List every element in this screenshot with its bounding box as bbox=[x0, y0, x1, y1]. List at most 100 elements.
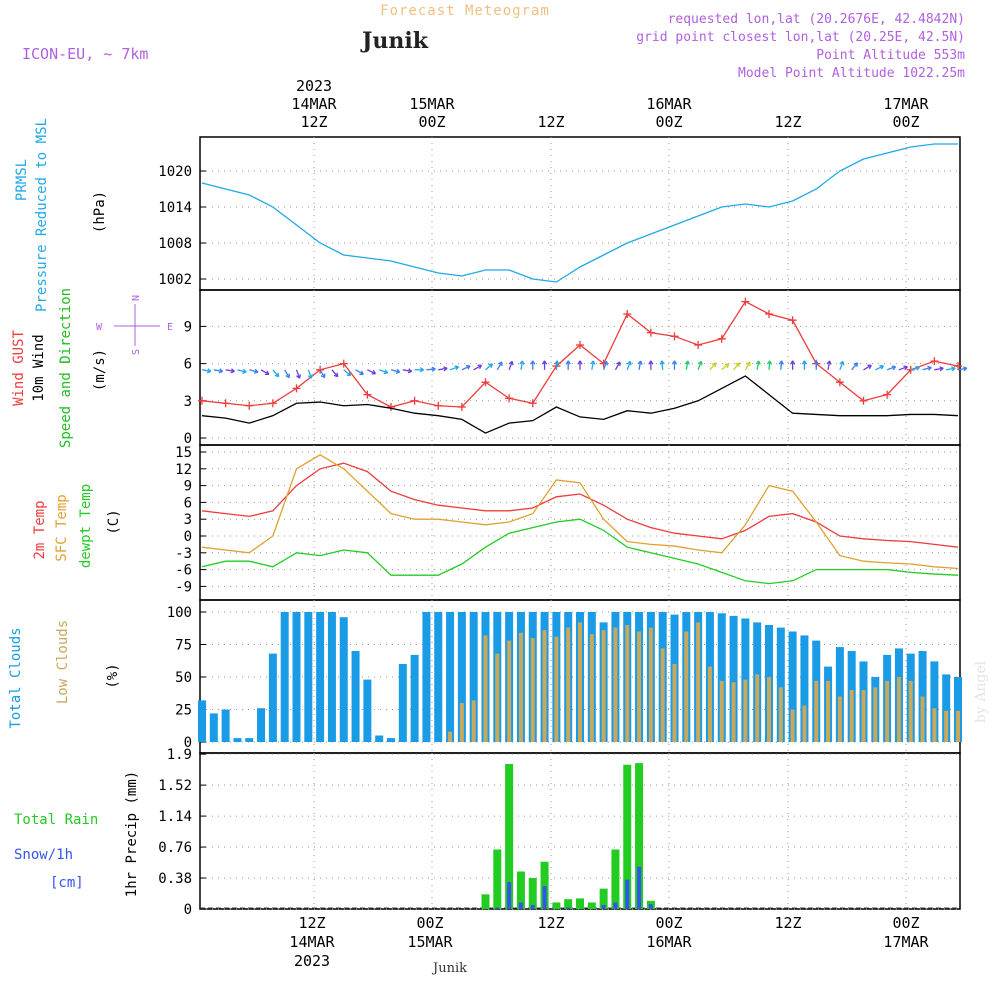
panel-precip: 0 0.38 0.76 1.14 1.52 1.9 bbox=[158, 747, 961, 918]
pressure-title: Pressure Reduced to MSL bbox=[34, 118, 50, 312]
low-clouds-bar bbox=[625, 625, 630, 742]
wind-arrow-head bbox=[383, 369, 389, 375]
grid-point-coords: grid point closest lon,lat (20.25E, 42.5… bbox=[636, 30, 965, 45]
top-axis-time: 12Z bbox=[774, 113, 801, 131]
top-time-axis: 2023 14MAR 12Z 15MAR 00Z 12Z 16MAR 00Z 1… bbox=[291, 77, 929, 131]
y-tick-label: 0 bbox=[184, 735, 192, 751]
total-clouds-bar bbox=[954, 677, 962, 742]
total-rain-label: Total Rain bbox=[14, 812, 98, 828]
wind-direction-arrow bbox=[898, 366, 908, 371]
wind-direction-arrow bbox=[473, 364, 482, 371]
total-clouds-bar bbox=[233, 738, 242, 742]
low-clouds-bar bbox=[719, 680, 724, 742]
compass-west: W bbox=[96, 322, 103, 333]
wind-arrow-head bbox=[530, 360, 536, 365]
low-clouds-bar bbox=[448, 731, 453, 742]
total-clouds-label: Total Clouds bbox=[8, 627, 24, 728]
snow-bar bbox=[566, 907, 571, 909]
wind-arrow-head bbox=[684, 360, 690, 365]
wind-arrow-head bbox=[616, 361, 621, 367]
low-clouds-bar bbox=[896, 677, 901, 742]
total-clouds-bar bbox=[363, 679, 372, 742]
total-clouds-bar bbox=[446, 612, 455, 742]
wind-direction-arrow bbox=[661, 360, 664, 370]
panel-pressure: 1002 1008 1014 1020 bbox=[158, 136, 961, 291]
total-clouds-bar bbox=[930, 661, 939, 742]
low-clouds-bar bbox=[518, 632, 523, 742]
rain-bar bbox=[540, 861, 549, 909]
low-clouds-bar bbox=[743, 679, 748, 742]
wind-direction-arrow bbox=[756, 360, 760, 370]
wind-direction-arrow bbox=[839, 361, 844, 371]
rain-bar bbox=[623, 764, 632, 909]
total-clouds-bar bbox=[422, 612, 431, 742]
wind-direction-arrow bbox=[520, 360, 524, 370]
wind-direction-arrow bbox=[910, 366, 920, 371]
wind-arrow-head bbox=[637, 360, 643, 365]
total-clouds-bar bbox=[257, 708, 266, 742]
low-clouds-bar bbox=[660, 648, 665, 742]
rain-bar bbox=[481, 894, 490, 909]
gust-marker bbox=[883, 390, 892, 399]
total-clouds-bar bbox=[316, 612, 325, 742]
wind-arrow-head bbox=[697, 360, 703, 366]
total-clouds-bar bbox=[776, 627, 785, 742]
wind-direction-arrow bbox=[213, 369, 223, 373]
y-tick-label: 0 bbox=[184, 902, 192, 918]
low-clouds-bar bbox=[684, 631, 689, 742]
gust-marker bbox=[930, 357, 939, 366]
gust-marker bbox=[788, 316, 797, 325]
point-altitude: Point Altitude 553m bbox=[816, 48, 965, 63]
y-tick-label: 1002 bbox=[158, 272, 192, 288]
low-clouds-bar bbox=[826, 680, 831, 742]
wind-arrow-head bbox=[603, 360, 609, 366]
y-tick-label: 0.76 bbox=[158, 840, 192, 856]
y-tick-label: 1.14 bbox=[158, 809, 192, 825]
total-clouds-bar bbox=[198, 700, 206, 742]
rain-bar bbox=[493, 849, 502, 909]
gust-marker bbox=[221, 399, 230, 408]
wind-arrow-head bbox=[891, 365, 897, 371]
rain-bar bbox=[516, 871, 525, 909]
wind-arrow-head bbox=[962, 366, 968, 372]
wind-direction-arrow bbox=[331, 369, 339, 378]
footer-location: Junik bbox=[431, 961, 467, 976]
wind-arrow-head bbox=[431, 366, 436, 372]
wind-arrow-head bbox=[554, 360, 560, 365]
model-label: ICON-EU, ~ 7km bbox=[22, 45, 148, 63]
wind-direction-arrow bbox=[555, 360, 558, 370]
compass-rose: N S W E bbox=[96, 295, 173, 355]
low-clouds-bar bbox=[920, 696, 925, 742]
y-tick-label: 15 bbox=[175, 445, 192, 461]
wind-arrow-head bbox=[519, 360, 525, 365]
compass-south: S bbox=[131, 349, 142, 355]
y-tick-label: 3 bbox=[184, 512, 192, 528]
total-clouds-bar bbox=[292, 612, 301, 742]
bottom-axis-time: 12Z bbox=[298, 914, 325, 932]
bottom-axis-date: 17MAR bbox=[883, 933, 929, 951]
bottom-axis-time: 12Z bbox=[537, 914, 564, 932]
y-tick-label: 12 bbox=[175, 462, 192, 478]
low-clouds-bar bbox=[707, 666, 712, 742]
wind-direction-arrow bbox=[946, 367, 956, 371]
pressure-line bbox=[201, 143, 958, 283]
wind-arrow-head bbox=[242, 368, 247, 374]
low-clouds-bar bbox=[483, 635, 488, 742]
low-clouds-bar bbox=[566, 627, 571, 742]
total-clouds-bar bbox=[351, 651, 360, 742]
gust-marker bbox=[859, 396, 868, 405]
wind-direction-arrow bbox=[485, 363, 493, 371]
precip-unit: 1hr Precip (mm) bbox=[124, 771, 140, 897]
bottom-axis-date: 14MAR bbox=[289, 933, 335, 951]
wind-direction-arrow bbox=[768, 360, 771, 370]
low-clouds-bar bbox=[495, 653, 500, 742]
wind-arrow-head bbox=[371, 369, 377, 375]
gust-marker bbox=[505, 394, 514, 403]
wind-direction-arrow bbox=[591, 360, 595, 370]
low-clouds-bar bbox=[613, 627, 618, 742]
wind-arrow-head bbox=[939, 366, 944, 372]
gust-marker bbox=[765, 310, 773, 318]
top-axis-label-3: 16MAR 00Z bbox=[646, 95, 692, 131]
wind-direction-arrow bbox=[626, 361, 631, 371]
